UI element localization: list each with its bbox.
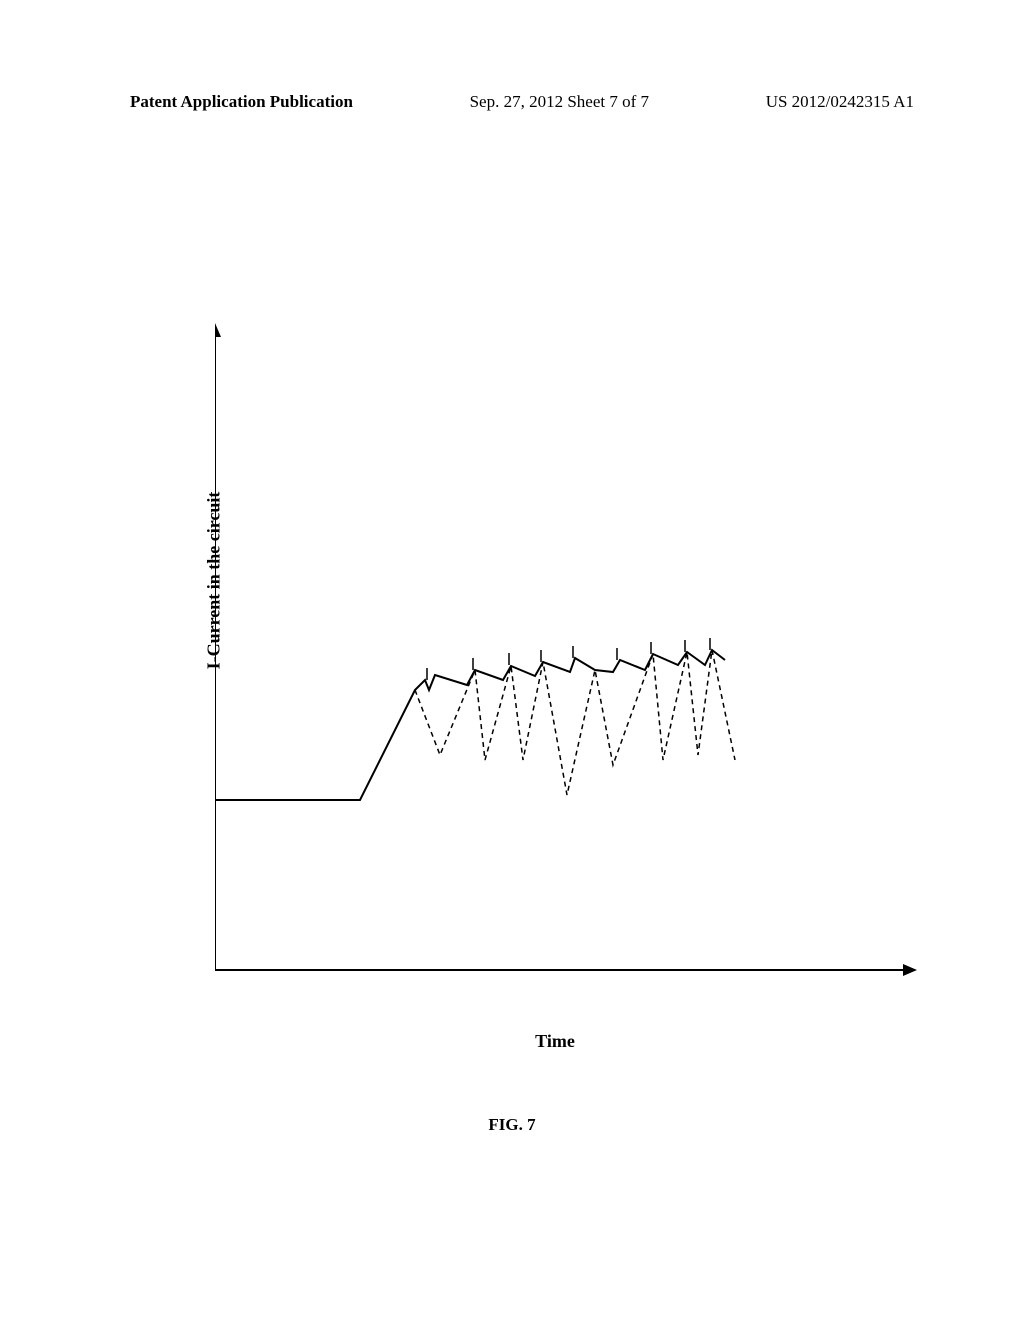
header-patent-number: US 2012/0242315 A1 <box>766 92 914 112</box>
header-publication: Patent Application Publication <box>130 92 353 112</box>
x-axis-label: Time <box>535 1031 575 1052</box>
chart-svg <box>215 320 935 1000</box>
figure-label: FIG. 7 <box>488 1115 535 1135</box>
current-time-chart: I-Current in the circuit Time <box>175 320 935 1000</box>
header-date-sheet: Sep. 27, 2012 Sheet 7 of 7 <box>470 92 649 112</box>
patent-header: Patent Application Publication Sep. 27, … <box>0 92 1024 112</box>
